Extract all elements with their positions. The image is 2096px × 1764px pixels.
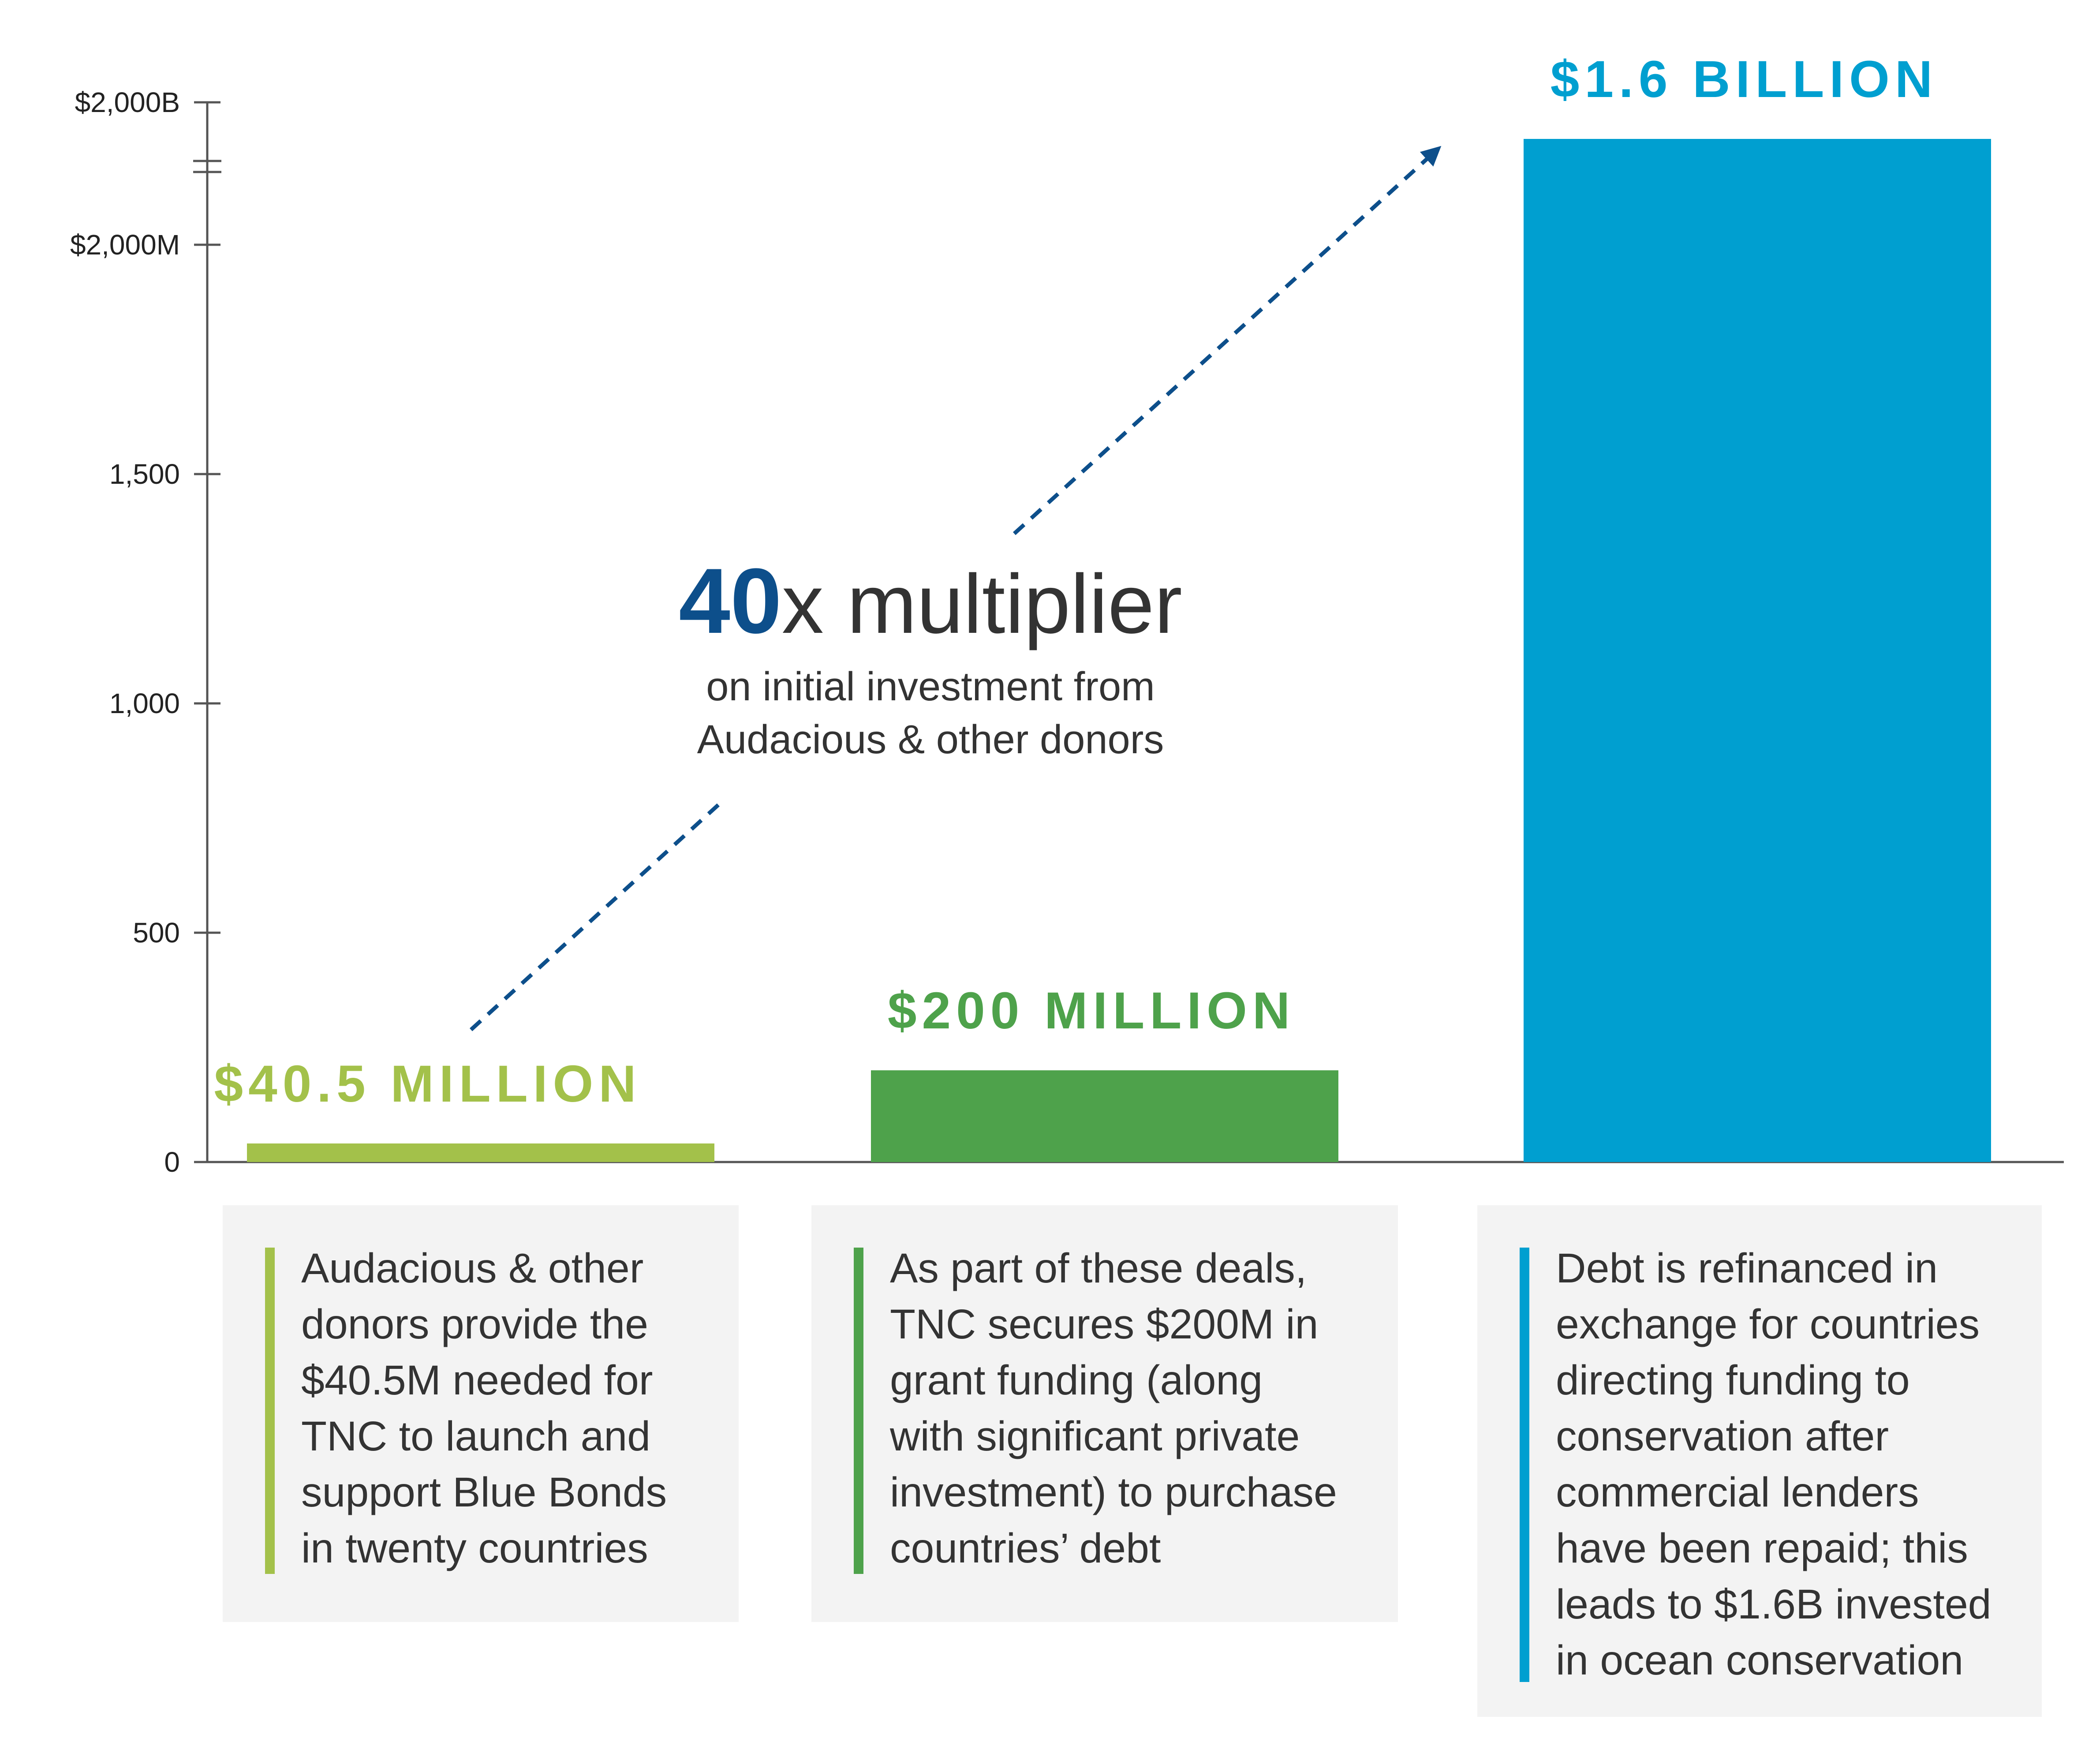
multiplier-text: x multiplier (782, 557, 1182, 651)
y-tick-label: $2,000M (70, 229, 180, 261)
note-box: Audacious & other donors provide the $40… (223, 1205, 739, 1622)
y-tick-label: 1,500 (109, 458, 180, 490)
y-tick-label: 0 (164, 1146, 180, 1178)
multiplier-subtitle-line2: Audacious & other donors (697, 717, 1164, 762)
bar-3 (1524, 139, 1991, 1162)
note-accent-bar (854, 1248, 863, 1574)
bar-1 (247, 1143, 714, 1162)
multiplier-subtitle-line1: on initial investment from (706, 664, 1155, 709)
multiplier-arrow-lower (469, 799, 725, 1031)
y-tick-label-break: $2,000B (75, 86, 180, 118)
bar-value-label: $1.6 BILLION (1551, 50, 1938, 108)
note-text: As part of these deals, TNC secures $200… (890, 1245, 1337, 1572)
multiplier-arrow-upper (1013, 146, 1442, 535)
note-accent-bar (1520, 1248, 1529, 1682)
bar-2 (871, 1070, 1338, 1162)
note-text: Debt is refinanced in exchange for count… (1556, 1245, 1991, 1684)
note-text: Audacious & other donors provide the $40… (301, 1245, 667, 1572)
bar-value-label: $40.5 MILLION (214, 1055, 641, 1113)
bar-value-label: $200 MILLION (888, 982, 1295, 1040)
multiplier-number: 40 (679, 549, 782, 653)
note-box: Debt is refinanced in exchange for count… (1477, 1205, 2042, 1717)
note-box: As part of these deals, TNC secures $200… (811, 1205, 1398, 1622)
y-tick-label: 1,000 (109, 688, 180, 719)
multiplier-heading: 40x multiplier (679, 549, 1182, 653)
note-accent-bar (265, 1248, 275, 1574)
y-tick-label: 500 (133, 917, 180, 949)
